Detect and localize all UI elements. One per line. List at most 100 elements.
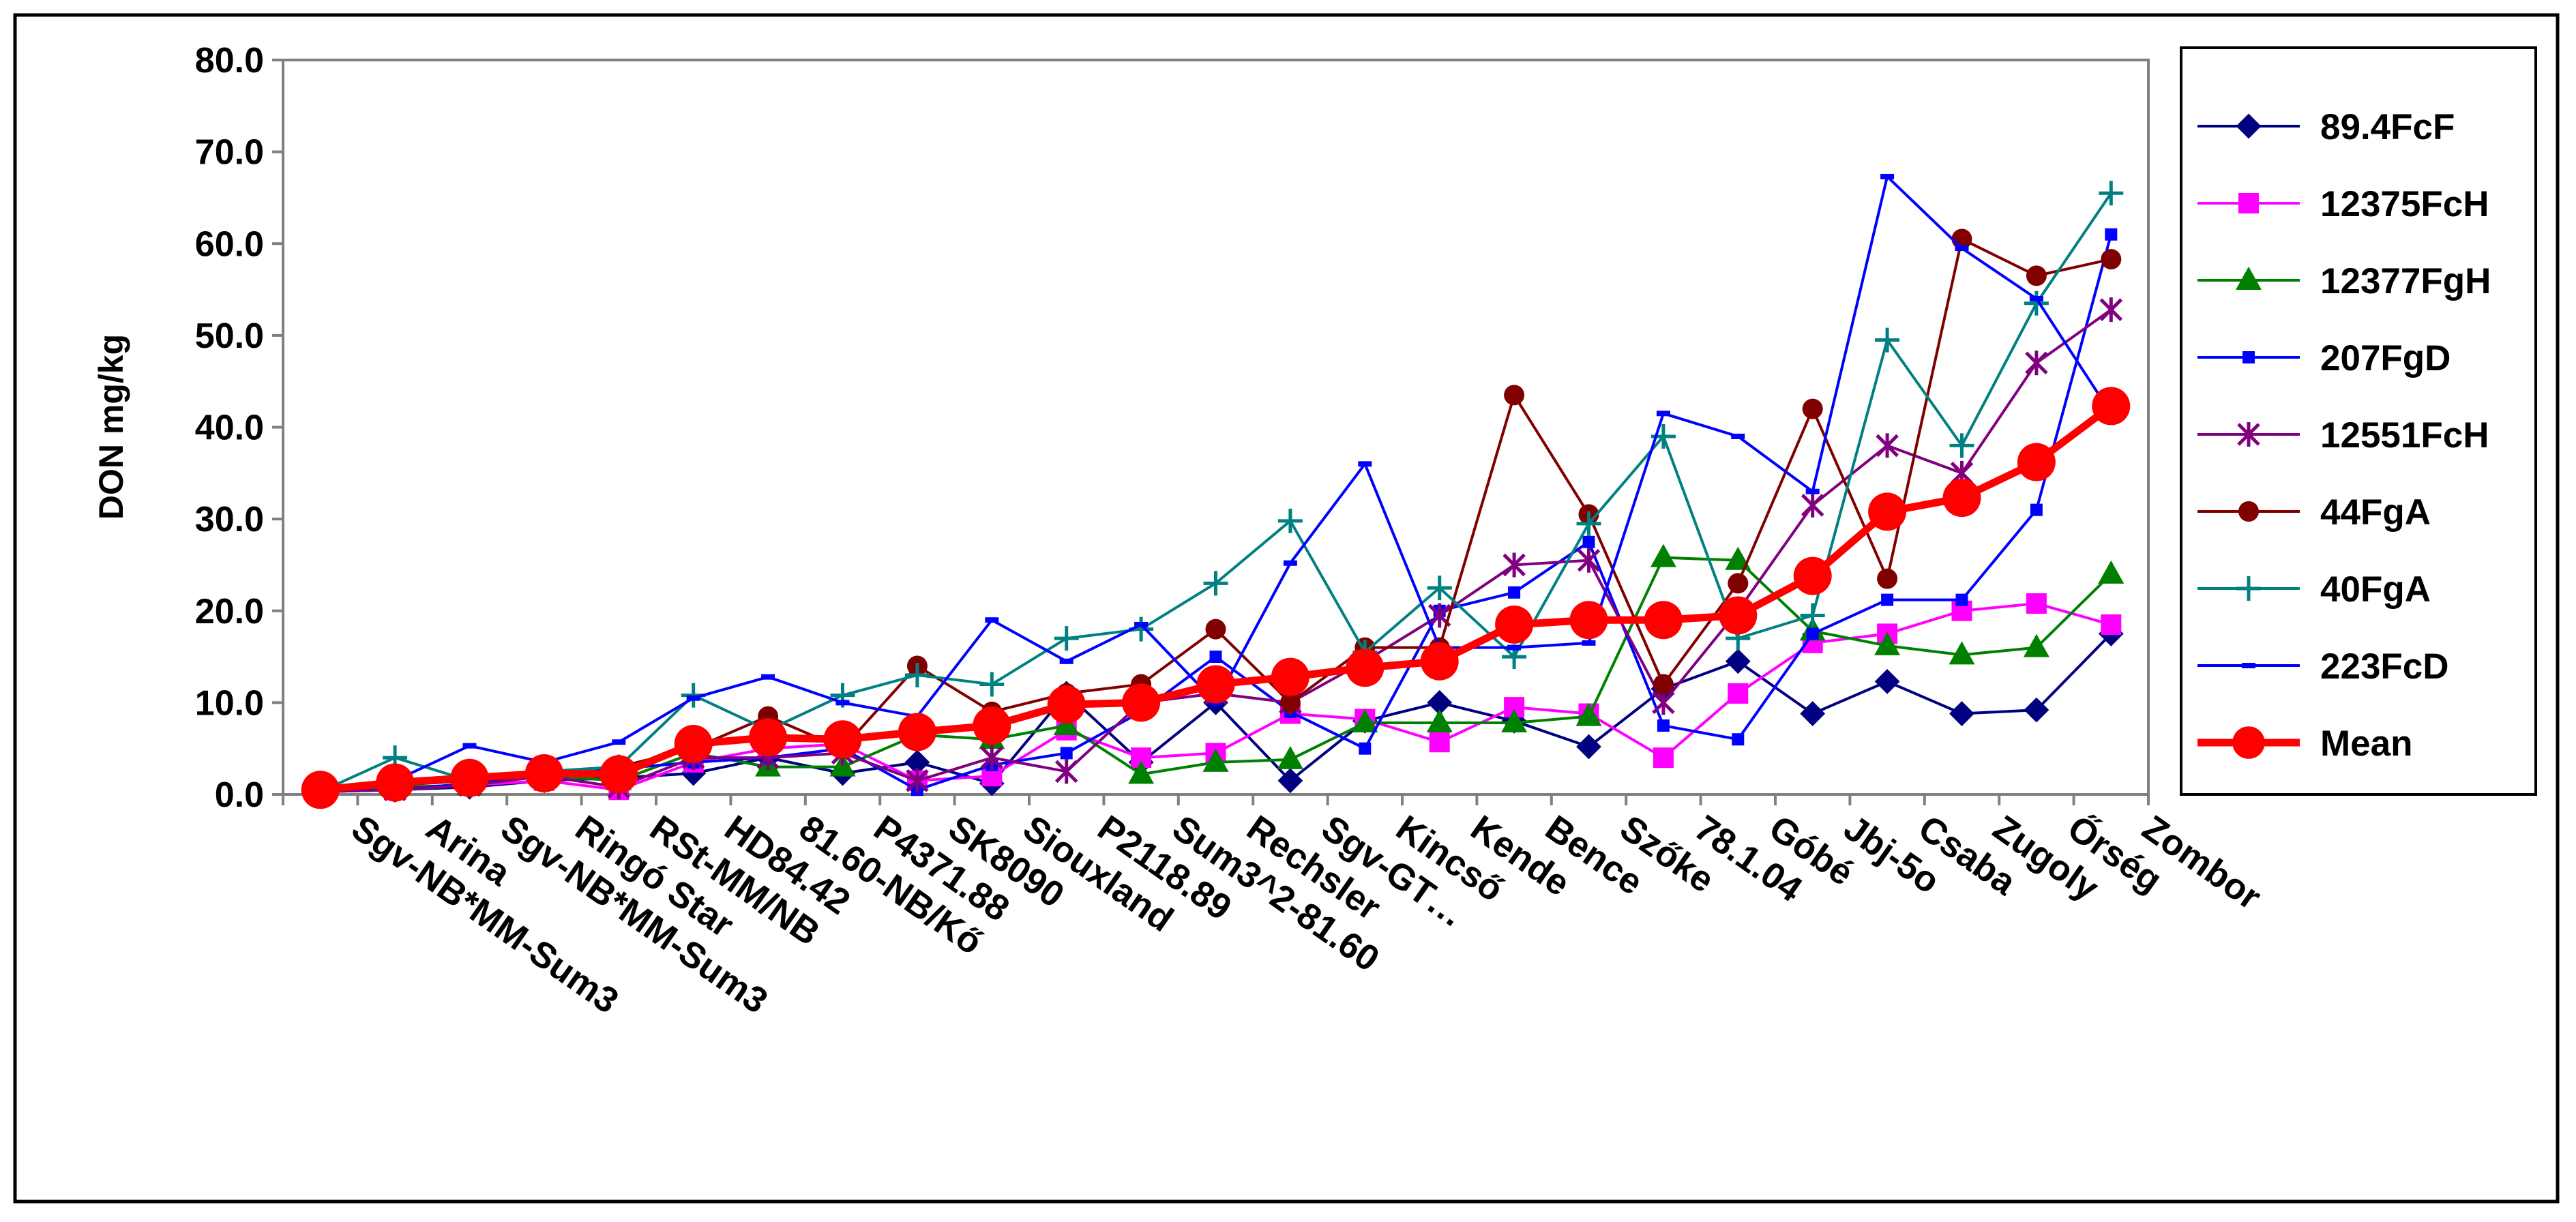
data-point-207fgd [1657,719,1670,732]
legend-label-12375fch: 12375FcH [2320,184,2489,224]
data-point-mean [1495,605,1534,644]
data-point-223fcd [1059,658,1074,664]
data-point-12377fgh [1501,709,1528,732]
data-point-89-4fcf [1277,768,1303,794]
y-tick-label: 30.0 [195,500,264,539]
data-point-223fcd [612,739,626,745]
data-point-mean [1719,596,1758,635]
data-point-12377fgh [2023,634,2049,657]
legend-label-mean: Mean [2320,724,2412,764]
legend-marker-223fcd [2242,663,2255,668]
y-tick-label: 40.0 [195,408,264,448]
data-point-40fga [1427,576,1452,601]
data-point-40fga [1277,508,1303,533]
legend-item-207fgd: 207FgD [2197,338,2451,378]
legend-label-44fga: 44FgA [2320,492,2431,533]
data-point-89-4fcf [1800,701,1826,726]
legend-item-12377fgh: 12377FgH [2197,261,2491,301]
data-point-207fgd [1955,593,1968,606]
data-point-mean [1793,556,1832,595]
data-point-223fcd [1358,461,1372,467]
data-point-207fgd [1582,535,1595,548]
y-tick-label: 10.0 [195,683,264,723]
data-point-40fga [1800,603,1825,628]
data-point-mean [1868,492,1907,531]
legend-item-12551fch: 12551FcH [2197,415,2489,456]
data-point-40fga [1576,511,1601,536]
data-point-44fga [1279,692,1301,713]
data-point-12377fgh [1575,702,1602,726]
data-point-12551fch [2099,297,2123,323]
data-point-89-4fcf [2024,697,2049,723]
data-point-40fga [1875,327,1900,353]
data-point-44fga [1653,674,1674,695]
legend-marker-12551fch [2237,422,2260,447]
data-point-44fga [1802,398,1823,419]
legend-marker-12377fgh [2236,267,2262,290]
legend: 89.4FcF 12375FcH 12377FgH 207FgD 12551FcH 44F… [2197,107,2491,764]
data-point-89-4fcf [1949,701,1974,726]
legend-item-223fcd: 223FcD [2197,646,2449,687]
data-point-40fga [904,662,930,687]
data-point-mean [823,720,862,759]
data-point-12375fch [2026,593,2047,614]
data-point-207fgd [1359,742,1372,755]
legend-marker-207fgd [2242,351,2255,363]
legend-marker-40fga [2236,576,2261,601]
data-point-223fcd [1582,640,1596,646]
data-point-mean [973,706,1011,745]
data-point-12377fgh [1650,543,1676,567]
data-point-mean [1420,642,1459,681]
legend-label-12377fgh: 12377FgH [2320,261,2491,301]
data-point-223fcd [1507,644,1522,651]
y-tick-label: 80.0 [195,41,264,80]
data-point-mean [450,758,489,797]
data-point-40fga [2024,290,2049,316]
data-point-12375fch [2101,614,2122,635]
data-point-12551fch [1054,759,1078,784]
data-point-12377fgh [1352,709,1378,732]
data-point-12551fch [1801,492,1824,518]
legend-box [2180,46,2537,796]
legend-item-40fga: 40FgA [2197,569,2431,610]
data-point-12377fgh [1277,745,1303,769]
legend-label-223fcd: 223FcD [2320,646,2449,687]
data-point-207fgd [1806,627,1819,640]
data-point-mean [599,755,638,794]
legend-item-12375fch: 12375FcH [2197,184,2489,224]
data-point-12377fgh [1202,748,1229,772]
data-point-44fga [2101,249,2122,270]
data-point-12377fgh [2098,560,2125,584]
data-point-12377fgh [1725,546,1751,570]
data-point-mean [749,718,788,757]
data-point-12551fch [1577,548,1601,573]
data-point-223fcd [1955,245,1969,251]
data-point-223fcd [2029,296,2043,302]
data-point-12375fch [1728,683,1749,704]
data-point-223fcd [462,743,477,749]
data-point-223fcd [1134,621,1149,627]
data-point-207fgd [1881,593,1894,606]
data-point-89-4fcf [1576,734,1601,760]
data-point-mean [1346,649,1385,687]
data-point-12551fch [906,768,929,793]
data-point-mean [1271,657,1309,696]
legend-marker-12375fch [2238,193,2259,213]
data-point-207fgd [2030,503,2043,516]
data-point-mean [1569,601,1608,640]
legend-marker-89-4fcf [2236,113,2262,139]
data-point-223fcd [1880,173,1895,179]
data-point-40fga [1203,571,1228,596]
y-tick-label: 70.0 [195,133,264,173]
data-point-40fga [979,672,1005,697]
data-point-mean [2017,443,2056,481]
series-mean [301,387,2131,809]
legend-marker-mean [2232,726,2265,759]
data-point-207fgd [1732,733,1745,746]
data-point-223fcd [1805,488,1820,494]
data-point-40fga [1949,433,1974,458]
y-tick-label: 20.0 [195,592,264,631]
data-point-89-4fcf [1874,668,1900,694]
